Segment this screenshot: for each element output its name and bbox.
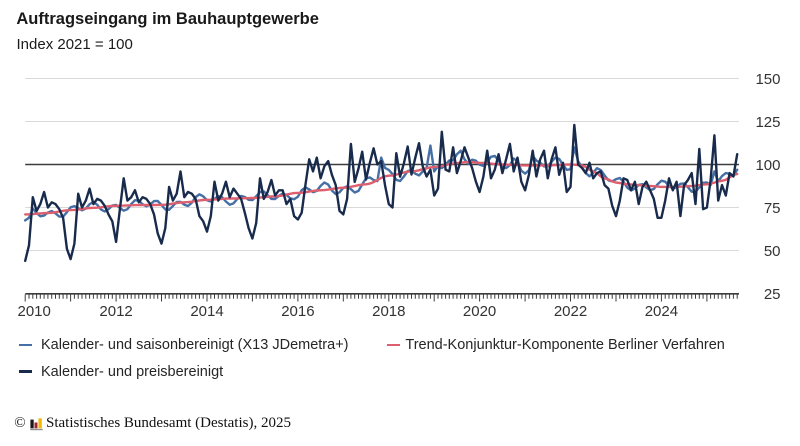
svg-text:2010: 2010 [18, 303, 51, 320]
svg-text:2022: 2022 [554, 303, 587, 320]
svg-text:100: 100 [755, 157, 780, 174]
svg-text:2018: 2018 [372, 303, 405, 320]
svg-text:75: 75 [764, 200, 781, 217]
svg-text:2020: 2020 [463, 303, 496, 320]
svg-text:150: 150 [755, 71, 780, 88]
svg-text:2012: 2012 [99, 303, 132, 320]
svg-text:2024: 2024 [645, 303, 678, 320]
svg-text:2014: 2014 [190, 303, 223, 320]
svg-text:125: 125 [755, 114, 780, 131]
svg-text:50: 50 [764, 243, 781, 260]
svg-text:25: 25 [764, 286, 781, 303]
svg-text:2016: 2016 [281, 303, 314, 320]
